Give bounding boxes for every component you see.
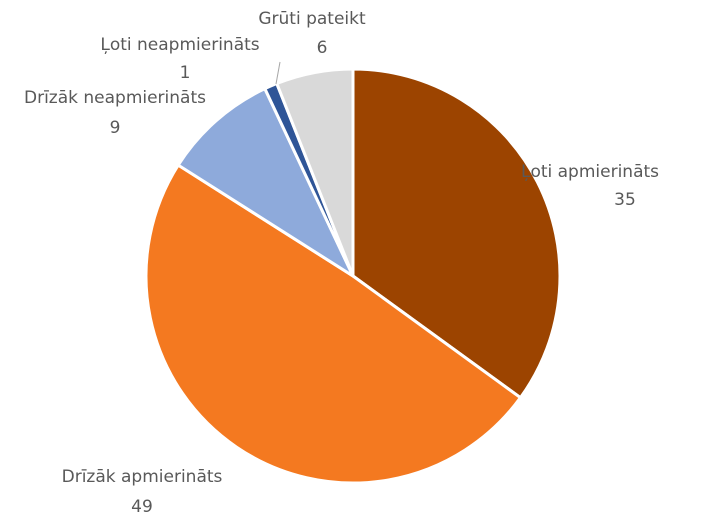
slice-label: Grūti pateikt	[258, 9, 366, 29]
pie-slice	[144, 163, 523, 485]
slice-label: Ļoti neapmierināts	[100, 35, 259, 55]
slice-value: 1	[180, 63, 191, 83]
slice-value: 6	[317, 38, 328, 58]
slice-label: Drīzāk apmierināts	[62, 467, 223, 487]
leader-line	[275, 61, 281, 85]
pie-slice	[274, 67, 355, 277]
pie-slice	[351, 67, 562, 400]
slice-label: Drīzāk neapmierināts	[24, 88, 206, 108]
pie-slice	[176, 86, 357, 281]
slice-value: 35	[614, 190, 636, 210]
slice-value: 9	[110, 118, 121, 138]
slice-value: 49	[131, 497, 153, 516]
slice-label: Ļoti apmierināts	[521, 162, 659, 182]
